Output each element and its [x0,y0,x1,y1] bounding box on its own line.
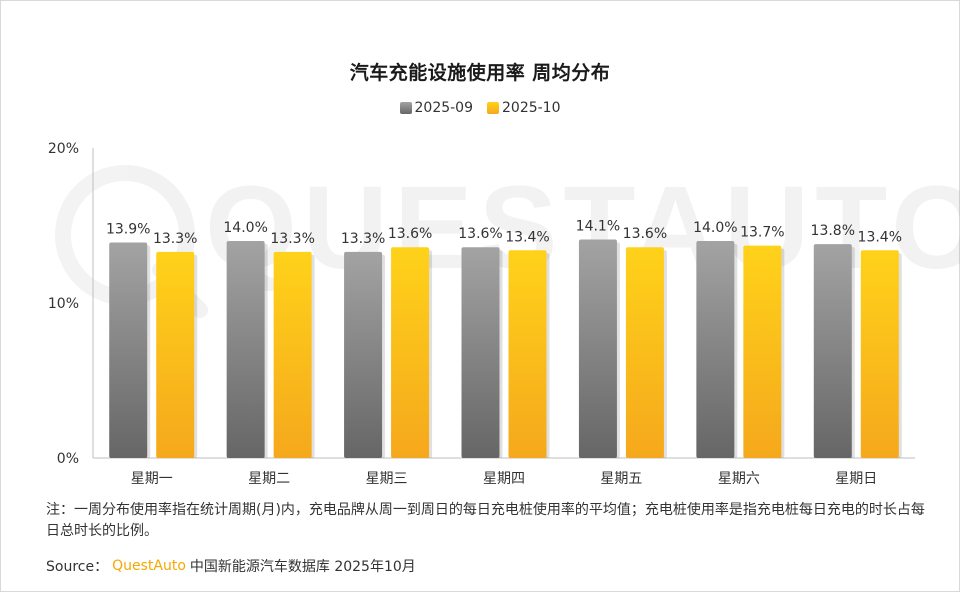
data-label: 13.7% [740,225,784,241]
data-label: 13.3% [341,231,385,247]
bar-2025-10-5[interactable] [625,247,664,458]
bars [109,239,902,458]
bar-2025-10-3[interactable] [391,247,430,458]
legend: 2025-09 2025-10 [0,100,960,116]
bar-2025-09-5[interactable] [578,239,617,458]
bar-2025-09-3[interactable] [344,251,383,458]
data-label: 13.4% [505,229,549,245]
x-tick-label: 星期二 [248,471,290,487]
legend-label-2025-09: 2025-09 [414,100,474,116]
bar-2025-10-2[interactable] [273,251,312,458]
data-label: 14.0% [693,220,737,236]
legend-item-2025-10[interactable]: 2025-10 [487,100,561,116]
legend-swatch-gray [399,102,412,114]
data-label: 13.8% [811,223,855,239]
y-tick-label: 0% [57,451,79,467]
data-label: 13.6% [623,226,667,242]
bar-2025-10-7[interactable] [860,250,899,458]
y-tick-label: 10% [48,296,79,312]
bar-2025-09-1[interactable] [109,242,148,458]
data-label: 13.3% [270,231,314,247]
x-tick-label: 星期六 [718,471,760,487]
footnote: 注：一周分布使用率指在统计周期(月)内，充电品牌从周一到周日的每日充电桩使用率的… [46,502,925,539]
x-tick-label: 星期五 [600,471,642,487]
source-line: Source： QuestAuto 中国新能源汽车数据库 2025年10月 [46,556,416,576]
x-labels: 星期一 星期二 星期三 星期四 星期五 星期六 星期日 [131,471,878,487]
bar-2025-10-6[interactable] [743,245,782,458]
bar-2025-09-7[interactable] [813,244,852,458]
legend-item-2025-09[interactable]: 2025-09 [399,100,474,116]
x-tick-label: 星期一 [131,471,173,487]
source-text: 中国新能源汽车数据库 2025年10月 [189,559,416,575]
data-label: 13.6% [458,226,502,242]
legend-label-2025-10: 2025-10 [502,100,561,116]
source-label: Source： [46,559,109,575]
data-label: 13.6% [388,226,432,242]
data-label: 14.1% [576,218,620,234]
data-label: 13.9% [106,222,150,238]
bar-2025-09-2[interactable] [226,241,265,458]
bar-2025-09-4[interactable] [461,247,500,458]
data-label: 13.3% [153,231,197,247]
bar-2025-10-4[interactable] [508,250,547,458]
bar-2025-09-6[interactable] [696,241,735,458]
chart-title: 汽车充能设施使用率 周均分布 [349,62,611,84]
y-ticks: 0% 10% 20% [48,141,79,467]
y-tick-label: 20% [48,141,79,157]
source-brand[interactable]: QuestAuto [112,558,186,574]
data-label: 13.4% [858,229,902,245]
x-tick-label: 星期日 [835,471,877,487]
bar-chart: QUESTAUTO 0%10%20% 13.9%13.3%14.0%13.3% 1… [48,141,960,487]
x-tick-label: 星期三 [366,471,408,487]
bar-2025-10-1[interactable] [156,251,195,458]
data-label: 14.0% [223,220,267,236]
x-tick-label: 星期四 [483,471,525,487]
value-labels: 13.9%13.3%14.0%13.3% 13.3% 13.6% 13.6% 13.4%… [106,218,902,246]
legend-swatch-yellow [487,102,499,114]
